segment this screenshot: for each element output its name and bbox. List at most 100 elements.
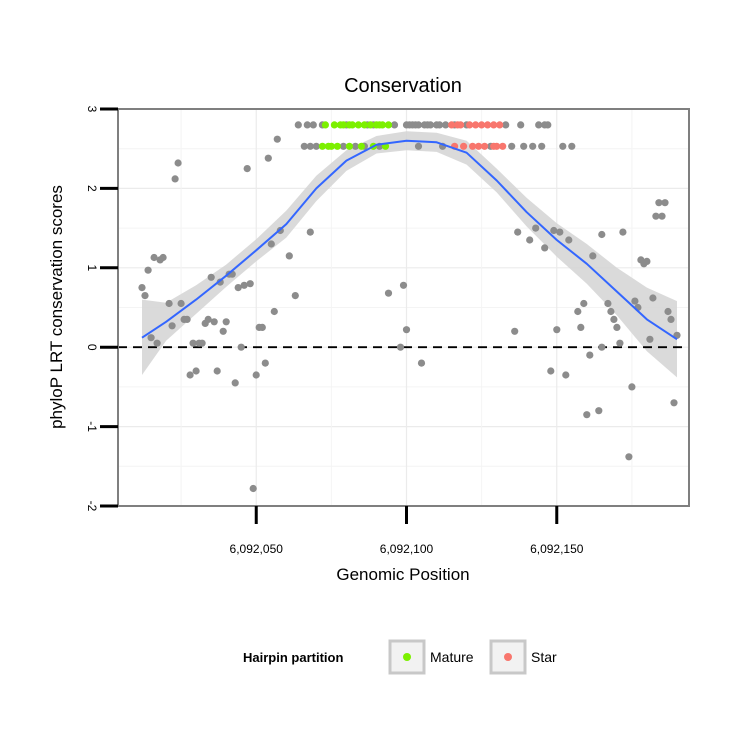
data-point-mature [360, 121, 368, 129]
data-point-other [586, 351, 594, 359]
data-point-other [550, 226, 558, 235]
data-point-other [559, 142, 567, 150]
data-point-mature [339, 121, 347, 129]
data-point-other [351, 142, 359, 150]
data-point-other [261, 359, 269, 367]
data-point-other [399, 281, 408, 289]
data-point-star [466, 121, 474, 129]
x-axis: 6,092,050 6,092,100 6,092,150 [230, 506, 584, 556]
data-point-other [291, 292, 299, 300]
data-point-other [541, 244, 549, 252]
y-tick-label: 3 [85, 106, 99, 113]
data-point-other [267, 240, 275, 248]
data-point-mature [318, 142, 326, 150]
data-point-other [312, 142, 320, 150]
x-tick-label: 6,092,150 [530, 542, 584, 556]
data-point-star [484, 121, 492, 129]
data-point-other [646, 335, 654, 343]
data-point-other [396, 343, 405, 351]
data-point-other [285, 252, 293, 260]
data-point-other [664, 307, 672, 316]
data-point-other [574, 307, 582, 316]
data-point-other [258, 323, 266, 331]
data-point-other [658, 212, 666, 220]
legend-dot-star [504, 653, 512, 661]
y-tick-label: -1 [85, 421, 99, 432]
data-point-other [529, 142, 537, 150]
data-point-star [457, 121, 465, 129]
data-point-other [174, 159, 182, 167]
data-point-star [490, 121, 498, 129]
data-point-other [535, 121, 543, 129]
data-point-other [607, 307, 615, 316]
data-point-other [171, 175, 179, 183]
data-point-other [667, 315, 675, 323]
data-point-other [234, 284, 242, 292]
data-point-other [339, 142, 347, 150]
y-tick-label: 1 [85, 264, 99, 271]
data-point-other [294, 121, 302, 129]
data-point-star [496, 121, 504, 129]
data-point-mature [354, 121, 362, 129]
data-point-other [207, 273, 215, 281]
data-point-other [222, 318, 230, 326]
data-point-mature [357, 142, 365, 150]
data-point-other [649, 294, 657, 302]
data-point-other [183, 315, 191, 323]
data-point-mature [333, 142, 341, 150]
data-point-other [426, 121, 435, 129]
data-point-other [520, 142, 528, 150]
data-point-other [655, 199, 663, 207]
data-point-mature [378, 121, 387, 129]
y-tick-label: 2 [85, 185, 99, 192]
data-point-other [252, 371, 260, 379]
data-point-other [538, 142, 546, 150]
data-point-other [147, 334, 155, 342]
legend-label-mature: Mature [430, 649, 474, 665]
data-point-mature [330, 121, 338, 129]
data-point-other [583, 411, 591, 419]
data-point-other [580, 299, 588, 308]
x-axis-title: Genomic Position [336, 565, 469, 584]
data-point-other [309, 121, 317, 129]
data-point-other [604, 299, 612, 308]
data-point-other [198, 339, 206, 347]
data-point-other [192, 367, 200, 375]
data-point-other [661, 199, 669, 207]
data-point-other [547, 367, 555, 375]
data-point-other [502, 121, 510, 129]
data-point-other [631, 297, 639, 305]
data-point-star [475, 142, 483, 150]
panel-border [117, 108, 690, 507]
data-point-mature [384, 121, 393, 129]
data-point-other [141, 292, 149, 300]
y-tick-label: -2 [85, 501, 99, 512]
data-point-other [628, 383, 636, 391]
data-point-other [553, 326, 561, 334]
data-point-other [213, 367, 221, 375]
data-point-star [481, 142, 489, 150]
data-point-other [144, 266, 152, 274]
data-point-other [511, 327, 519, 335]
data-point-other [414, 142, 423, 150]
data-point-other [436, 121, 444, 129]
data-point-other [270, 307, 278, 316]
data-point-star [478, 121, 486, 129]
data-point-other [619, 228, 627, 236]
y-axis: -2 -1 0 1 2 3 [85, 106, 118, 512]
data-point-other [577, 323, 585, 331]
data-point-other [532, 224, 540, 232]
data-point-other [306, 142, 314, 150]
y-axis-title: phyloP LRT conservation scores [47, 185, 66, 429]
data-point-other [625, 453, 633, 461]
data-point-other [442, 121, 450, 129]
data-point-mature [366, 121, 374, 129]
data-point-mature [321, 121, 329, 129]
data-point-other [177, 299, 185, 308]
data-point-other [303, 121, 311, 129]
data-point-other [165, 299, 173, 308]
data-point-other [138, 284, 146, 292]
data-point-other [300, 142, 308, 150]
data-point-other [240, 281, 248, 289]
data-point-other [517, 121, 525, 129]
